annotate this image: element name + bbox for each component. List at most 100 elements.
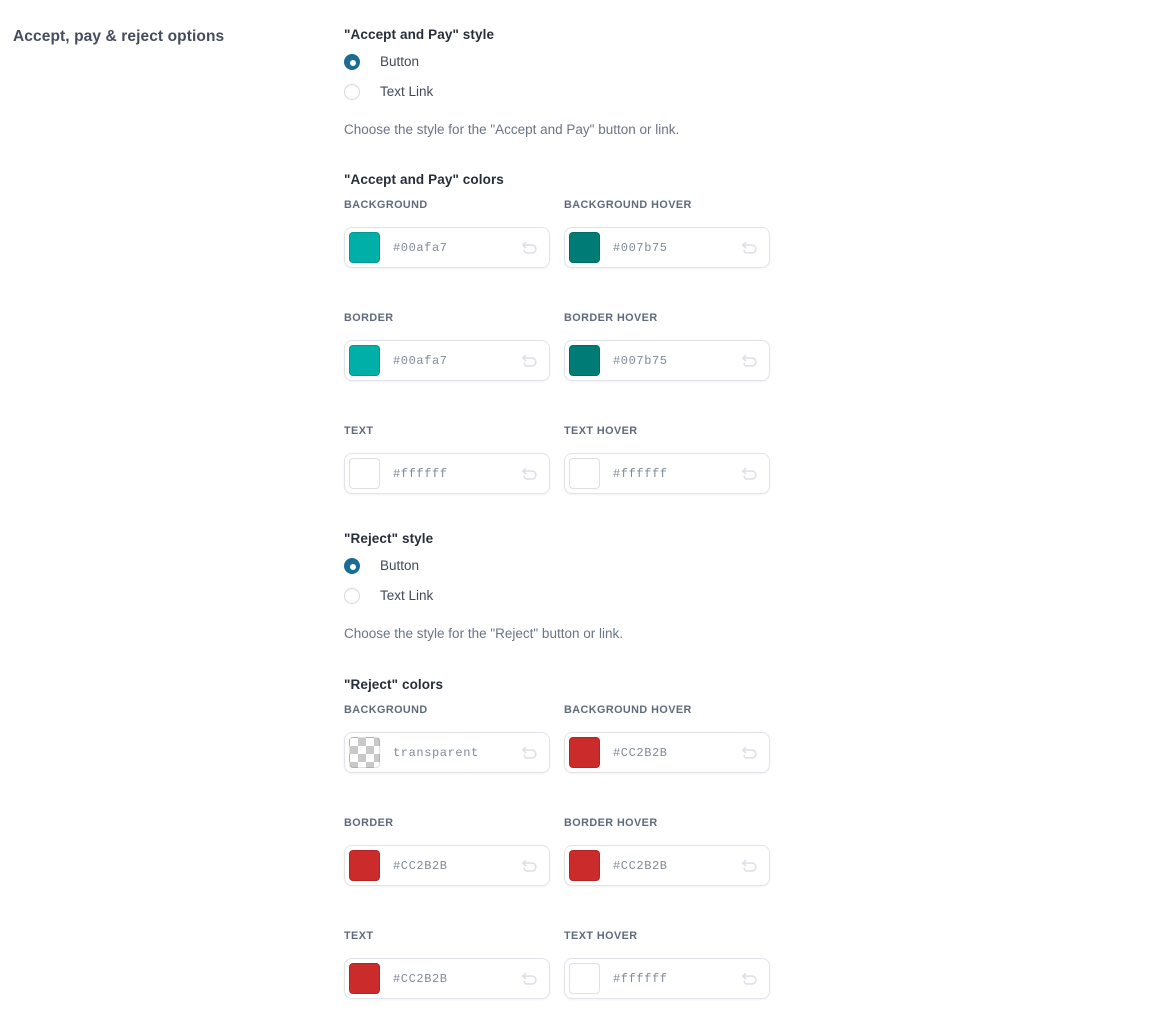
reject-style-section: "Reject" style Button Text Link Choose t…	[344, 531, 770, 642]
reset-icon[interactable]	[520, 972, 537, 986]
reset-icon[interactable]	[520, 241, 537, 255]
field-label: BACKGROUND HOVER	[564, 199, 692, 211]
color-input[interactable]: #00afa7	[344, 227, 550, 268]
accept-style-help-text: Choose the style for the "Accept and Pay…	[344, 122, 680, 137]
reject-border-field: BORDER #CC2B2B	[344, 817, 550, 886]
accept-style-section: "Accept and Pay" style Button Text Link …	[344, 27, 770, 138]
reset-icon[interactable]	[740, 467, 757, 481]
section-label-column: Accept, pay & reject options	[0, 27, 344, 999]
accept-style-option-button[interactable]: Button	[344, 54, 770, 70]
color-swatch[interactable]	[349, 850, 380, 881]
color-swatch[interactable]	[349, 345, 380, 376]
color-input[interactable]: transparent	[344, 732, 550, 773]
accept-style-option-text-link[interactable]: Text Link	[344, 84, 770, 100]
color-value: #00afa7	[393, 240, 448, 255]
reset-icon[interactable]	[520, 859, 537, 873]
reject-colors-section: "Reject" colors BACKGROUND transparent B…	[344, 677, 770, 999]
color-swatch[interactable]	[349, 232, 380, 263]
reject-style-option-text-link[interactable]: Text Link	[344, 588, 770, 604]
accept-background-hover-field: BACKGROUND HOVER #007b75	[564, 199, 770, 268]
color-input[interactable]: #CC2B2B	[344, 845, 550, 886]
field-label: BACKGROUND	[344, 199, 428, 211]
color-input[interactable]: #00afa7	[344, 340, 550, 381]
radio-button-icon[interactable]	[344, 588, 360, 604]
reject-colors-grid: BACKGROUND transparent BACKGROUND HOVER …	[344, 704, 770, 999]
color-value: #007b75	[613, 353, 668, 368]
field-label: TEXT HOVER	[564, 425, 638, 437]
reset-icon[interactable]	[520, 467, 537, 481]
radio-label: Button	[380, 54, 420, 69]
accept-text-field: TEXT #ffffff	[344, 425, 550, 494]
color-value: #CC2B2B	[393, 971, 448, 986]
radio-label: Button	[380, 558, 420, 573]
field-label: BORDER	[344, 312, 394, 324]
reset-icon[interactable]	[740, 354, 757, 368]
reset-icon[interactable]	[740, 746, 757, 760]
reject-border-hover-field: BORDER HOVER #CC2B2B	[564, 817, 770, 886]
accept-colors-grid: BACKGROUND #00afa7 BACKGROUND HOVER #007…	[344, 199, 770, 494]
accept-colors-heading: "Accept and Pay" colors	[344, 172, 504, 187]
field-label: BORDER HOVER	[564, 312, 658, 324]
form-column: "Accept and Pay" style Button Text Link …	[344, 27, 770, 999]
reject-background-field: BACKGROUND transparent	[344, 704, 550, 773]
color-input[interactable]: #007b75	[564, 340, 770, 381]
reset-icon[interactable]	[520, 354, 537, 368]
radio-label: Text Link	[380, 84, 434, 99]
field-label: BORDER HOVER	[564, 817, 658, 829]
reset-icon[interactable]	[740, 241, 757, 255]
field-label: TEXT HOVER	[564, 930, 638, 942]
color-value: #ffffff	[613, 971, 668, 986]
field-label: BACKGROUND	[344, 704, 428, 716]
reset-icon[interactable]	[740, 859, 757, 873]
color-input[interactable]: #CC2B2B	[564, 845, 770, 886]
color-swatch[interactable]	[349, 963, 380, 994]
reject-style-radio-group: Button Text Link	[344, 558, 770, 604]
color-value: #ffffff	[393, 466, 448, 481]
color-swatch[interactable]	[349, 737, 380, 768]
color-swatch[interactable]	[569, 963, 600, 994]
radio-dot	[350, 60, 356, 66]
radio-label: Text Link	[380, 588, 434, 603]
radio-button-icon[interactable]	[344, 54, 360, 70]
color-swatch[interactable]	[349, 458, 380, 489]
color-swatch[interactable]	[569, 737, 600, 768]
color-value: #00afa7	[393, 353, 448, 368]
color-swatch[interactable]	[569, 345, 600, 376]
color-input[interactable]: #007b75	[564, 227, 770, 268]
color-input[interactable]: #ffffff	[344, 453, 550, 494]
color-input[interactable]: #CC2B2B	[564, 732, 770, 773]
reject-style-option-button[interactable]: Button	[344, 558, 770, 574]
radio-dot	[350, 564, 356, 570]
color-value: #007b75	[613, 240, 668, 255]
settings-panel: Accept, pay & reject options "Accept and…	[0, 27, 770, 999]
color-value: #CC2B2B	[613, 745, 668, 760]
reject-text-field: TEXT #CC2B2B	[344, 930, 550, 999]
reject-background-hover-field: BACKGROUND HOVER #CC2B2B	[564, 704, 770, 773]
reset-icon[interactable]	[740, 972, 757, 986]
field-label: TEXT	[344, 930, 374, 942]
reject-text-hover-field: TEXT HOVER #ffffff	[564, 930, 770, 999]
field-label: BACKGROUND HOVER	[564, 704, 692, 716]
accept-border-field: BORDER #00afa7	[344, 312, 550, 381]
radio-button-icon[interactable]	[344, 84, 360, 100]
reset-icon[interactable]	[520, 746, 537, 760]
color-swatch[interactable]	[569, 850, 600, 881]
color-input[interactable]: #ffffff	[564, 453, 770, 494]
page-title: Accept, pay & reject options	[13, 28, 225, 45]
accept-colors-section: "Accept and Pay" colors BACKGROUND #00af…	[344, 172, 770, 494]
color-value: #ffffff	[613, 466, 668, 481]
color-swatch[interactable]	[569, 232, 600, 263]
reject-style-help-text: Choose the style for the "Reject" button…	[344, 626, 623, 641]
color-input[interactable]: #CC2B2B	[344, 958, 550, 999]
field-label: TEXT	[344, 425, 374, 437]
field-label: BORDER	[344, 817, 394, 829]
color-value: #CC2B2B	[393, 858, 448, 873]
color-input[interactable]: #ffffff	[564, 958, 770, 999]
accept-style-heading: "Accept and Pay" style	[344, 27, 495, 42]
color-value: transparent	[393, 745, 479, 760]
radio-button-icon[interactable]	[344, 558, 360, 574]
accept-background-field: BACKGROUND #00afa7	[344, 199, 550, 268]
color-swatch[interactable]	[569, 458, 600, 489]
accept-border-hover-field: BORDER HOVER #007b75	[564, 312, 770, 381]
color-value: #CC2B2B	[613, 858, 668, 873]
